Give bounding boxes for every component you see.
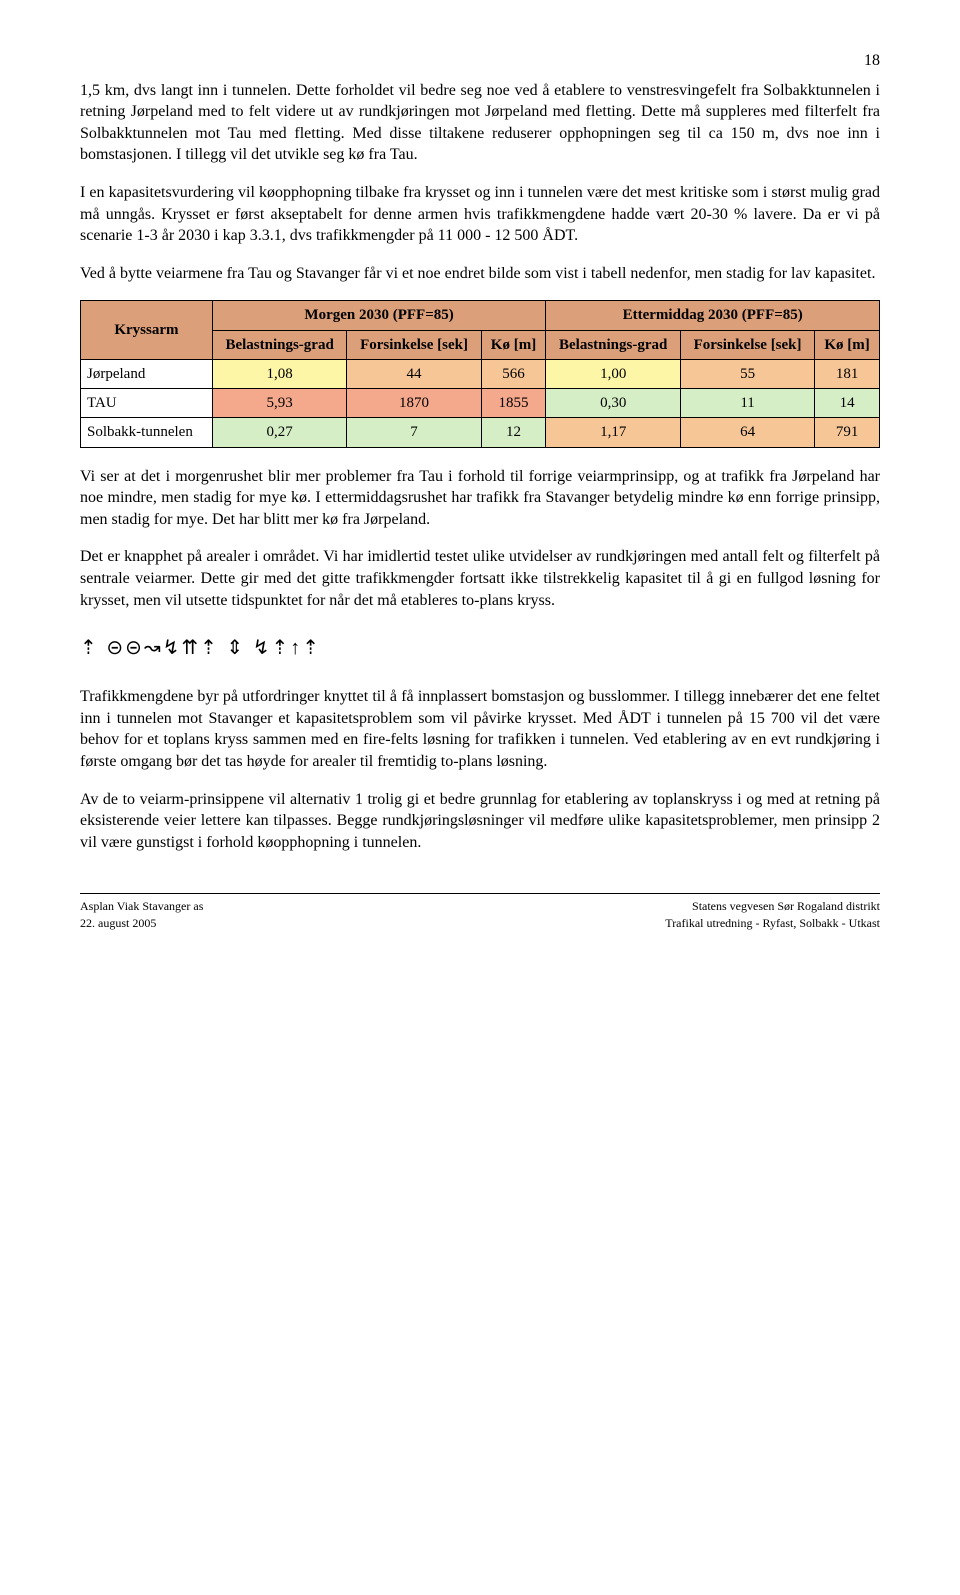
cell: 55 xyxy=(681,359,815,388)
paragraph-7: Av de to veiarm-prinsippene vil alternat… xyxy=(80,789,880,854)
th-e-forsink: Forsinkelse [sek] xyxy=(681,330,815,359)
cell: 1,08 xyxy=(212,359,347,388)
paragraph-4: Vi ser at det i morgenrushet blir mer pr… xyxy=(80,466,880,531)
th-m-forsink: Forsinkelse [sek] xyxy=(347,330,481,359)
paragraph-3: Ved å bytte veiarmene fra Tau og Stavang… xyxy=(80,263,880,285)
page-number: 18 xyxy=(80,50,880,72)
th-m-ko: Kø [m] xyxy=(481,330,546,359)
cell: 1870 xyxy=(347,389,481,418)
cell: 566 xyxy=(481,359,546,388)
row-label: Jørpeland xyxy=(81,359,213,388)
cell: 64 xyxy=(681,418,815,447)
row-label: Solbakk-tunnelen xyxy=(81,418,213,447)
paragraph-5: Det er knapphet på arealer i området. Vi… xyxy=(80,546,880,611)
cell: 1855 xyxy=(481,389,546,418)
cell: 0,30 xyxy=(546,389,681,418)
cell: 791 xyxy=(815,418,880,447)
footer-left-2: 22. august 2005 xyxy=(80,915,203,931)
cell: 7 xyxy=(347,418,481,447)
lane-diagram: ⇡ ⊝⊝↝↯⇈⇡ ⇕ ↯⇡↑⇡ xyxy=(80,635,880,662)
th-m-belast: Belastnings-grad xyxy=(212,330,347,359)
paragraph-2: I en kapasitetsvurdering vil køopphopnin… xyxy=(80,182,880,247)
cell: 12 xyxy=(481,418,546,447)
cell: 1,17 xyxy=(546,418,681,447)
cell: 0,27 xyxy=(212,418,347,447)
page-footer: Asplan Viak Stavanger as 22. august 2005… xyxy=(80,893,880,930)
table-row: Jørpeland 1,08 44 566 1,00 55 181 xyxy=(81,359,880,388)
footer-right-2: Trafikal utredning - Ryfast, Solbakk - U… xyxy=(665,915,880,931)
cell: 5,93 xyxy=(212,389,347,418)
footer-left-1: Asplan Viak Stavanger as xyxy=(80,898,203,914)
capacity-table: Kryssarm Morgen 2030 (PFF=85) Ettermidda… xyxy=(80,300,880,447)
th-e-belast: Belastnings-grad xyxy=(546,330,681,359)
th-kryssarm: Kryssarm xyxy=(81,301,213,360)
th-e-ko: Kø [m] xyxy=(815,330,880,359)
cell: 1,00 xyxy=(546,359,681,388)
paragraph-1: 1,5 km, dvs langt inn i tunnelen. Dette … xyxy=(80,80,880,166)
th-morgen: Morgen 2030 (PFF=85) xyxy=(212,301,546,330)
cell: 181 xyxy=(815,359,880,388)
cell: 14 xyxy=(815,389,880,418)
table-row: Solbakk-tunnelen 0,27 7 12 1,17 64 791 xyxy=(81,418,880,447)
th-ettermiddag: Ettermiddag 2030 (PFF=85) xyxy=(546,301,880,330)
footer-right-1: Statens vegvesen Sør Rogaland distrikt xyxy=(665,898,880,914)
row-label: TAU xyxy=(81,389,213,418)
cell: 44 xyxy=(347,359,481,388)
paragraph-6: Trafikkmengdene byr på utfordringer knyt… xyxy=(80,686,880,772)
table-row: TAU 5,93 1870 1855 0,30 11 14 xyxy=(81,389,880,418)
cell: 11 xyxy=(681,389,815,418)
